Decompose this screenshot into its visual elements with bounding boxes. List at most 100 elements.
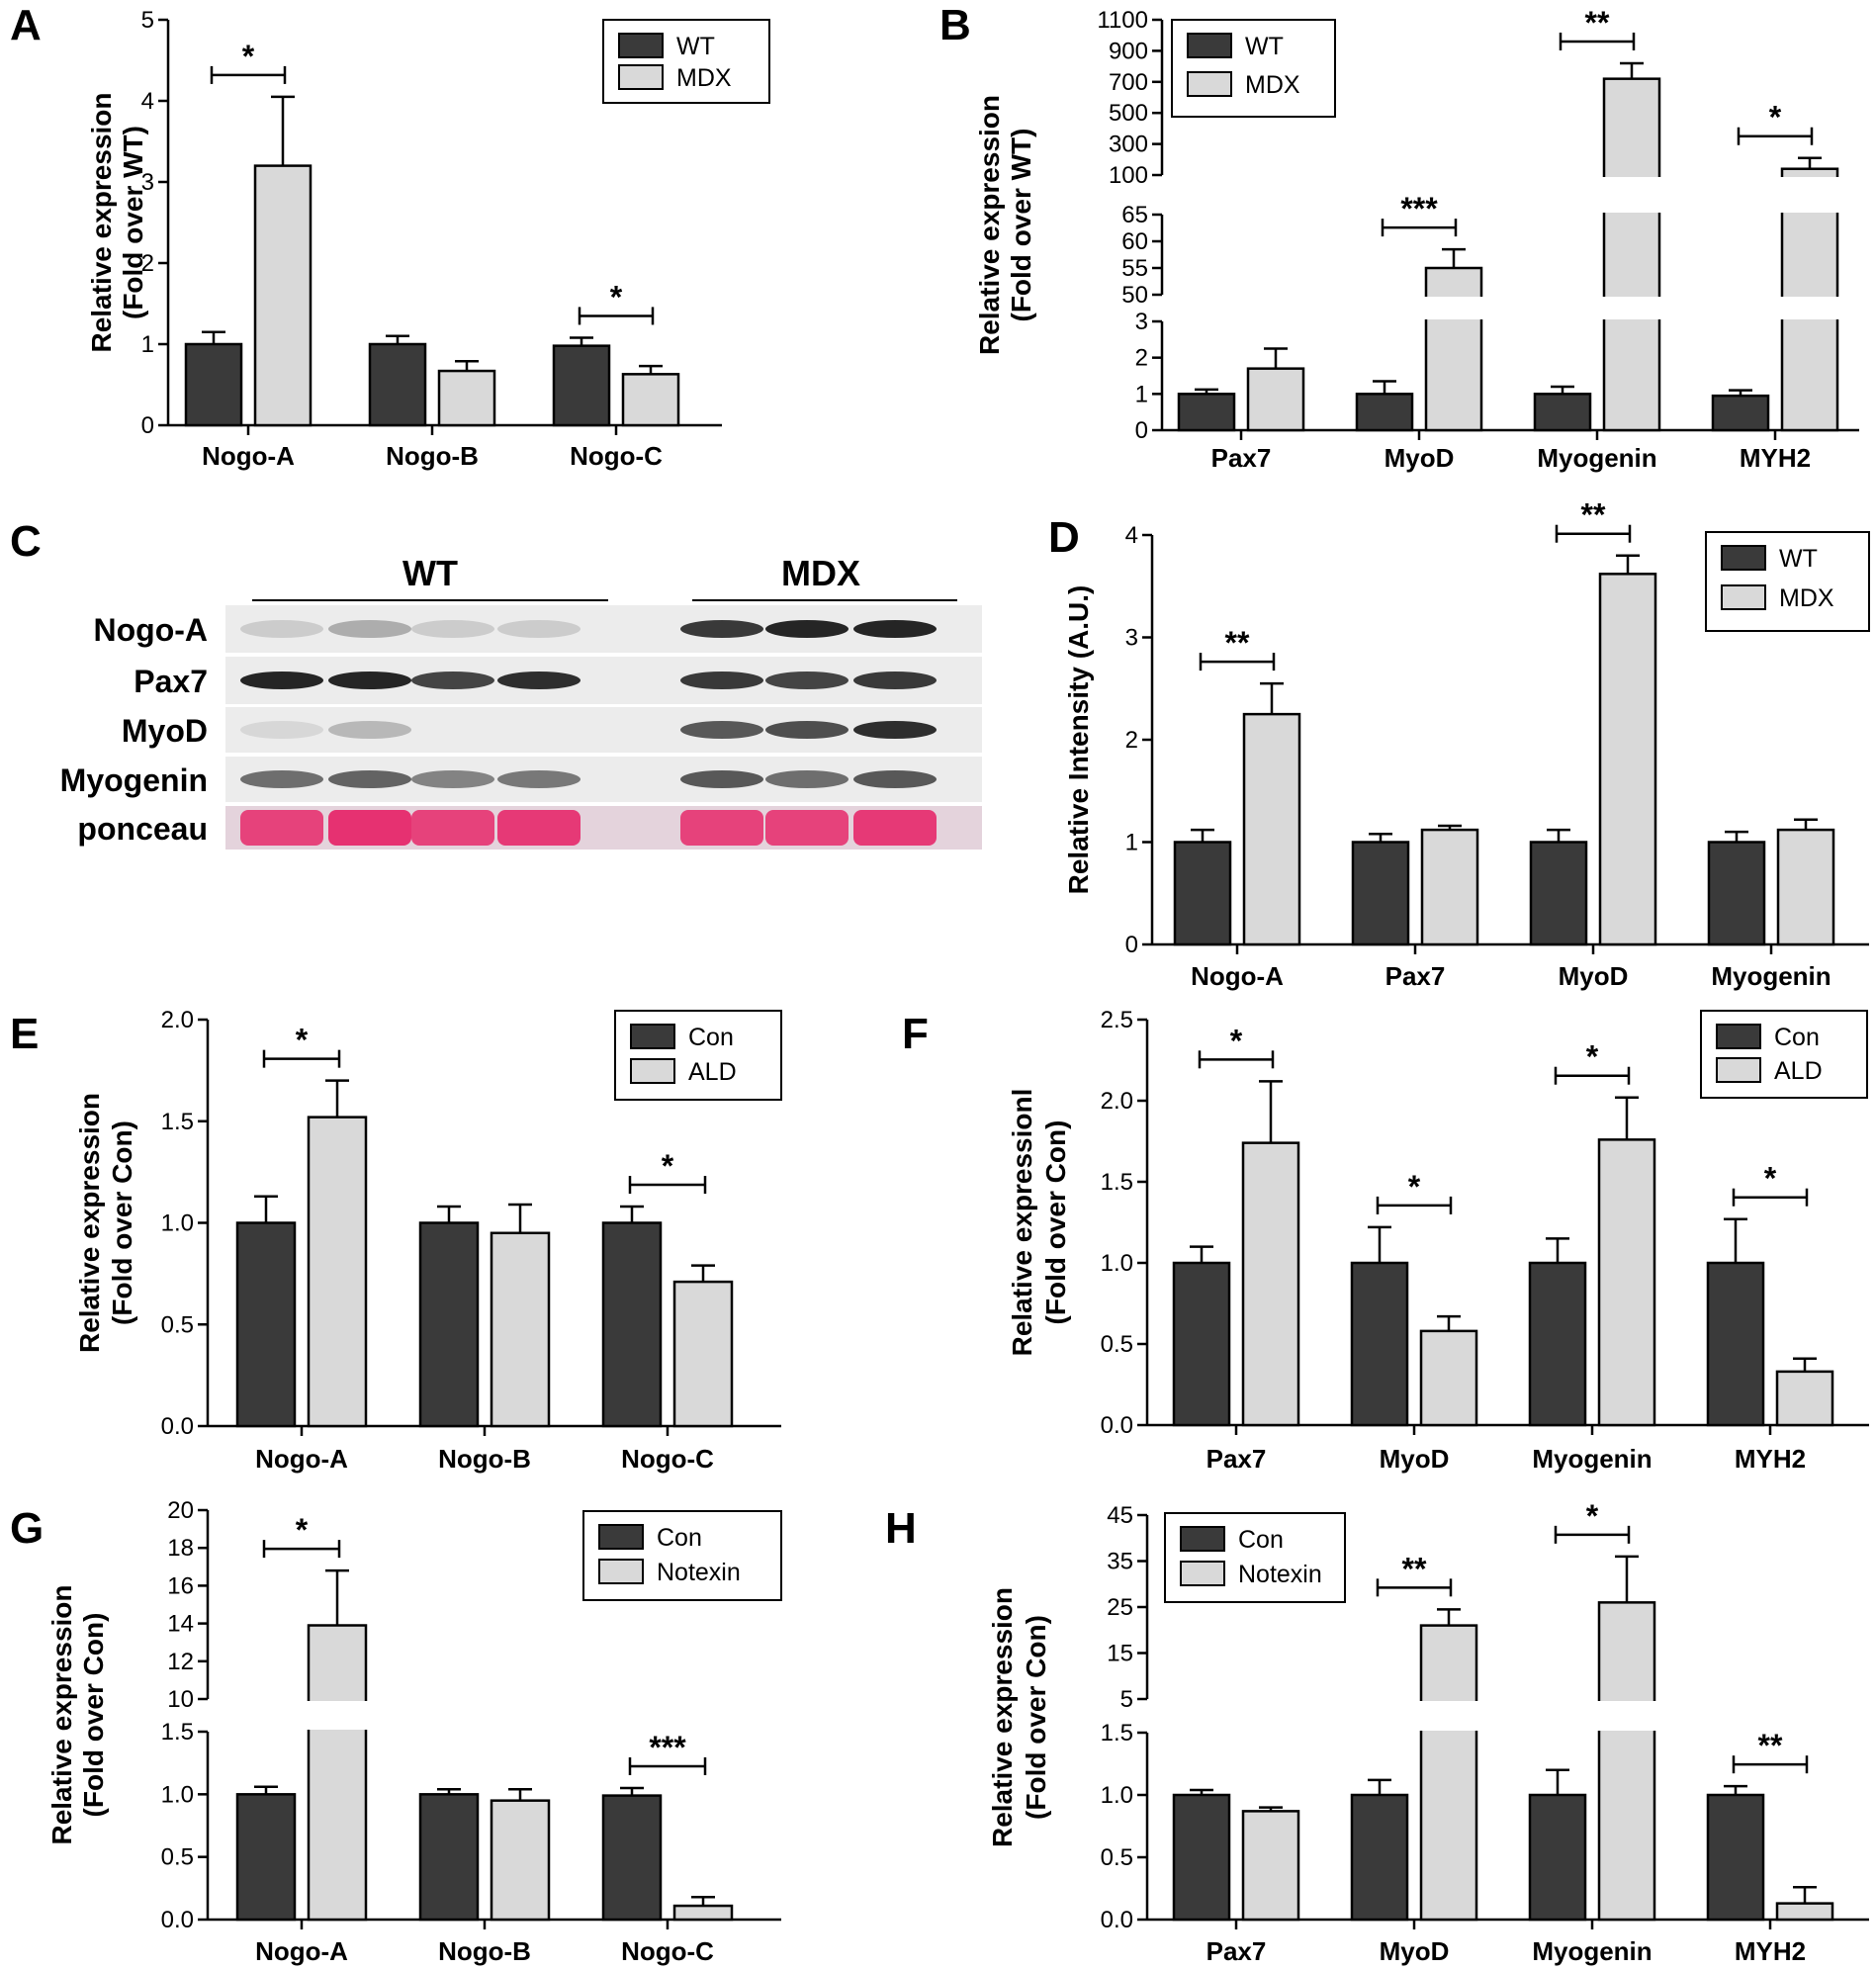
y-tick-label: 0.0 [1101, 1907, 1133, 1933]
x-tick-label: Myogenin [1537, 443, 1656, 473]
bar [418, 1221, 480, 1428]
y-tick-label: 0.0 [1101, 1412, 1133, 1439]
significance-label: * [1764, 1161, 1777, 1197]
ponceau-band [328, 810, 411, 846]
y-tick-label: 2.0 [1101, 1088, 1133, 1115]
ponceau-band [497, 810, 581, 846]
significance-label: ** [1225, 625, 1250, 661]
legend-label: WT [1245, 33, 1284, 60]
significance-bracket: * [1376, 1169, 1453, 1214]
legend: WT MDX [602, 19, 770, 104]
x-tick-label: Pax7 [1206, 1936, 1267, 1966]
y-axis: 0.0 0.5 1.0 1.5 2.0 2.5 [1101, 1007, 1149, 1439]
bar [1241, 1810, 1300, 1922]
significance-bracket: * [262, 1512, 341, 1559]
bar [1528, 1793, 1587, 1922]
bar-group [1707, 818, 1835, 946]
bar [1242, 712, 1301, 946]
significance-label: * [610, 279, 623, 314]
y-tick-label: 10 [167, 1686, 194, 1713]
y-tick-label: 3 [141, 169, 154, 196]
significance-bracket: * [1732, 1161, 1809, 1207]
bar-group [1173, 681, 1301, 946]
significance-label: * [242, 39, 255, 74]
blot-row: MyoD [122, 707, 982, 753]
y-tick-label: 35 [1107, 1549, 1133, 1575]
significance-label: * [1408, 1169, 1421, 1205]
y-tick-label: 0.0 [161, 1907, 194, 1933]
bar-group [601, 1205, 734, 1428]
y-tick-label: 0.5 [1101, 1844, 1133, 1871]
bar [307, 1624, 368, 1922]
significance-label: *** [649, 1730, 686, 1765]
significance-bracket: * [578, 279, 655, 325]
blot-group-label: MDX [781, 553, 860, 593]
x-tick-label: Nogo-B [438, 1936, 531, 1966]
y-axis: 0.0 0.5 1.0 1.5 2.0 [161, 1007, 210, 1440]
legend-label: Notexin [657, 1559, 741, 1586]
x-tick-label: MYH2 [1735, 1444, 1806, 1474]
y-tick-label: 1.0 [1101, 1782, 1133, 1809]
y-tick-label: 1.0 [1101, 1250, 1133, 1277]
bar [490, 1231, 551, 1428]
legend-swatch [630, 1058, 675, 1084]
protein-band [497, 672, 581, 689]
y-tick-label: 12 [167, 1649, 194, 1675]
significance-label: * [1586, 1039, 1599, 1075]
bar [1528, 1261, 1587, 1427]
ponceau-band [853, 810, 937, 846]
bar [1598, 573, 1657, 946]
legend-label: Con [1774, 1024, 1820, 1051]
legend-label: Notexin [1238, 1561, 1322, 1588]
significance-label: * [296, 1023, 309, 1058]
x-tick-label: MYH2 [1735, 1936, 1806, 1966]
protein-band [411, 770, 494, 788]
bar [1173, 841, 1232, 946]
bar [1420, 828, 1479, 946]
axis-break [1150, 1701, 1872, 1731]
x-tick-label: MYH2 [1740, 443, 1811, 473]
bar-group [1528, 1096, 1656, 1427]
bar [437, 369, 496, 427]
bar [1775, 1902, 1834, 1922]
legend-swatch [1716, 1024, 1761, 1049]
y-tick-label: 3 [1135, 309, 1148, 335]
blot-row-label: Pax7 [134, 664, 208, 699]
y-tick-label: 900 [1109, 38, 1148, 64]
bar-group [184, 95, 313, 427]
y-tick-label: 60 [1121, 228, 1148, 255]
legend-swatch [1180, 1526, 1225, 1552]
significance-bracket: * [1198, 1023, 1275, 1069]
y-tick-label: 45 [1107, 1502, 1133, 1529]
panel-label: G [10, 1504, 44, 1553]
significance-bracket: * [1554, 1498, 1631, 1544]
y-axis: 0 1 2 3 4 5 [141, 7, 170, 439]
protein-band [765, 672, 849, 689]
y-axis: 0.0 0.5 1.0 1.5 10 12 14 16 18 20 [161, 1497, 210, 1933]
y-axis-title: Relative expression [86, 92, 117, 352]
legend-swatch [1187, 71, 1232, 97]
protein-band [328, 672, 411, 689]
legend-label: WT [676, 33, 715, 60]
legend: Con ALD [614, 1010, 782, 1101]
significance-label: * [1586, 1498, 1599, 1534]
x-tick-label: MyoD [1559, 961, 1629, 991]
bar-group [1528, 1555, 1656, 1922]
y-tick-label: 4 [141, 88, 154, 115]
x-tick-label: Nogo-A [202, 441, 295, 471]
significance-label: ** [1402, 1551, 1427, 1586]
y-axis-title: Relative Intensity (A.U.) [1063, 585, 1094, 895]
y-axis-title: Relative expressionl [1007, 1089, 1037, 1357]
legend-swatch [618, 64, 664, 90]
panel-label: F [902, 1010, 929, 1058]
significance-label: * [662, 1148, 674, 1184]
significance-bracket: * [262, 1023, 341, 1068]
protein-band [853, 620, 937, 638]
ponceau-band [765, 810, 849, 846]
y-axis-title: (Fold over Con) [107, 1120, 137, 1325]
bar [601, 1794, 663, 1922]
legend-label: MDX [1779, 584, 1834, 612]
y-tick-label: 5 [1120, 1686, 1133, 1713]
significance-bracket: * [1737, 100, 1814, 145]
y-tick-label: 1.5 [1101, 1169, 1133, 1196]
